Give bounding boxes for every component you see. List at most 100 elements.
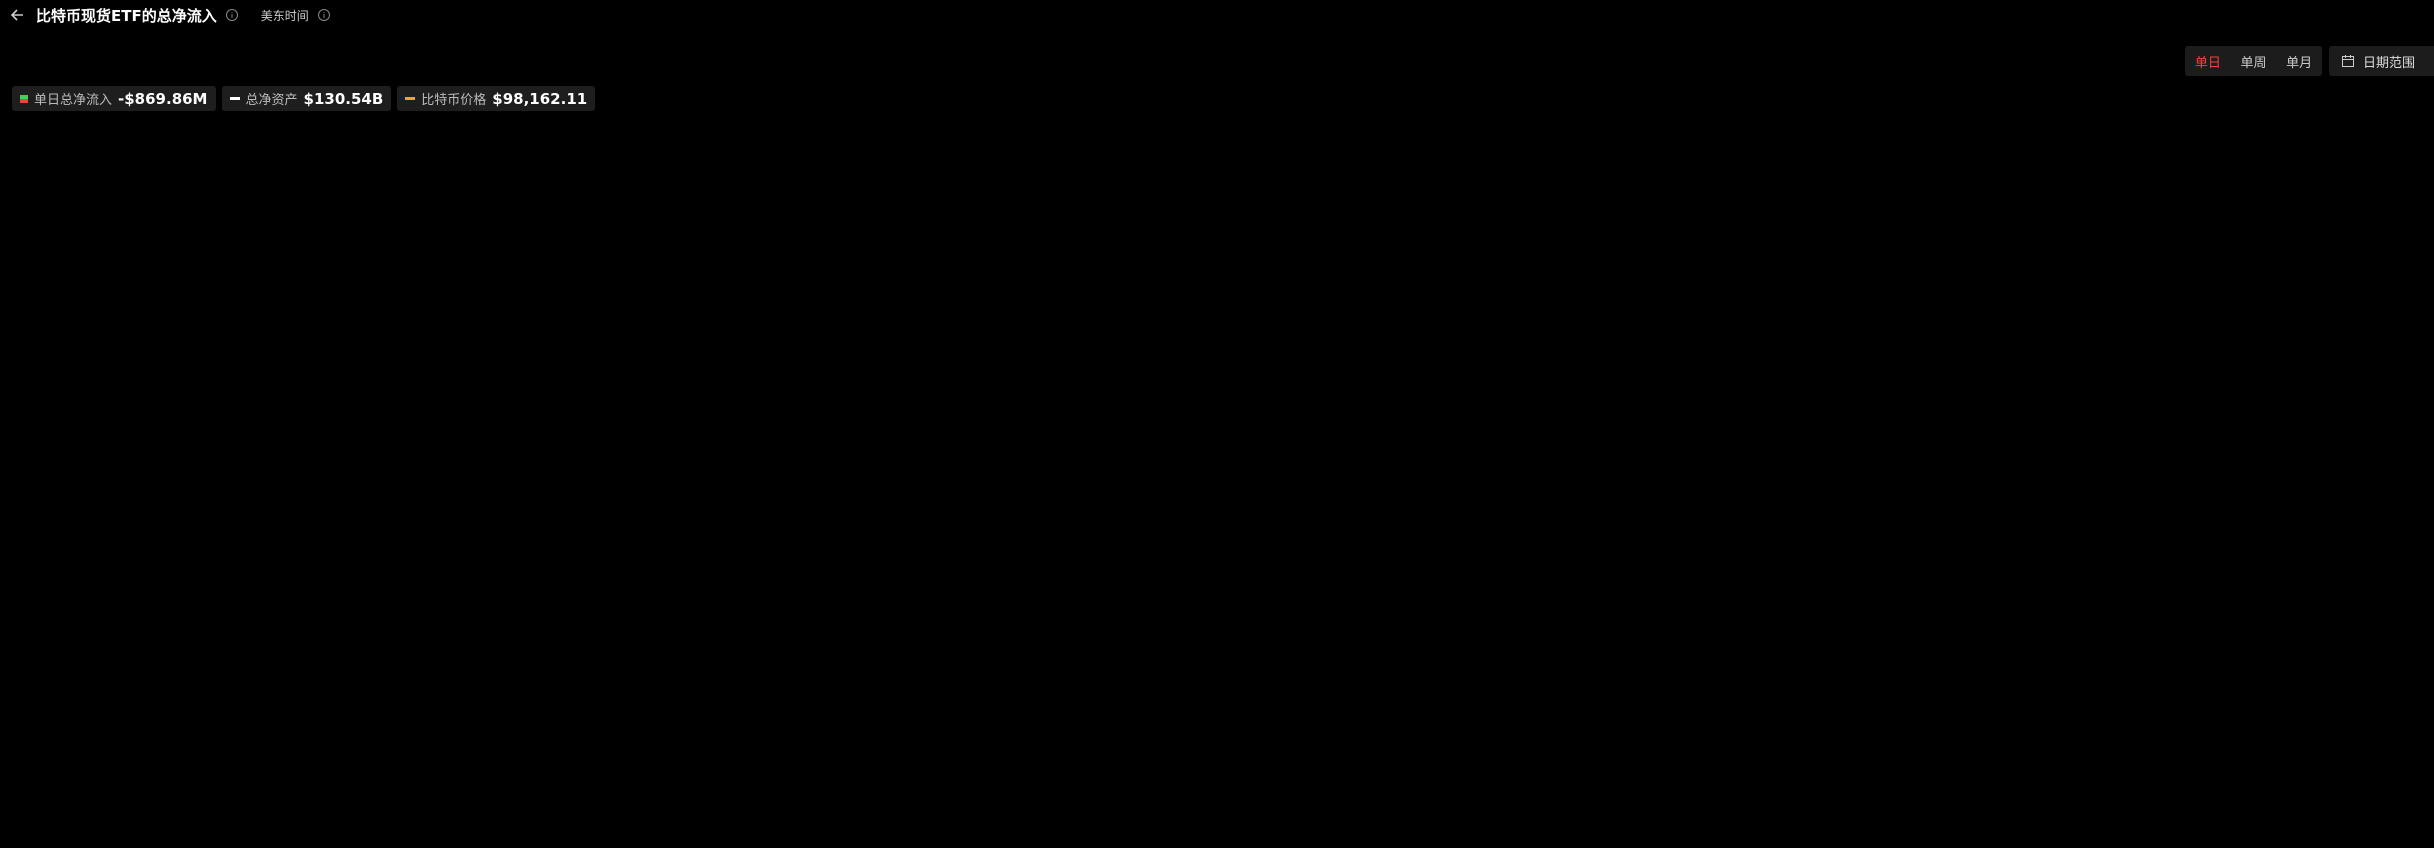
bar — [1679, 504, 1688, 539]
bar — [1283, 408, 1292, 505]
bar — [545, 495, 554, 505]
bar — [1999, 357, 2007, 505]
bar — [534, 481, 543, 505]
bar — [258, 504, 267, 518]
bar — [247, 504, 256, 543]
period-button[interactable]: 单日 — [2194, 55, 2221, 71]
bar — [798, 310, 807, 505]
bar — [501, 495, 510, 505]
bar — [313, 504, 322, 522]
bar — [1635, 485, 1644, 505]
y2-tick-label: 60B — [2380, 726, 2404, 740]
bar — [1580, 504, 1589, 548]
bar — [1062, 404, 1071, 505]
bar — [2109, 504, 2118, 571]
bar — [1833, 434, 1842, 505]
bar — [2087, 461, 2096, 505]
bar — [1073, 419, 1082, 505]
period-button[interactable]: 单周 — [2240, 55, 2267, 71]
bar — [2241, 504, 2250, 601]
x-tick-label: 2025/04/09 — [669, 830, 738, 844]
bar — [1371, 415, 1380, 505]
legend-value: -$869.86M — [118, 89, 208, 108]
bar — [941, 498, 950, 505]
bar — [1536, 489, 1545, 505]
bar — [1426, 334, 1435, 505]
bar — [1966, 504, 1974, 526]
y-tick-label: -1B — [53, 711, 73, 725]
watermark-brand: SoSoValue — [1131, 176, 1381, 225]
bar — [1206, 408, 1214, 505]
y2-tick-label: 40B — [2380, 817, 2404, 831]
y-tick-label: 1.5B — [46, 178, 73, 192]
line — [86, 231, 2368, 611]
bar — [655, 504, 664, 518]
date-range-button[interactable]: 日期范围 — [2329, 46, 2434, 76]
bar — [985, 451, 994, 505]
bar — [1194, 432, 1203, 505]
bar — [357, 504, 366, 748]
back-button[interactable] — [8, 5, 28, 25]
info-icon[interactable] — [225, 8, 239, 22]
bar — [1789, 436, 1798, 505]
bar — [1294, 419, 1303, 505]
bar — [1139, 504, 1148, 516]
bar — [1723, 504, 1732, 509]
bar — [335, 504, 344, 511]
watermark-url: sosovalue.com — [1133, 220, 1282, 244]
info-icon[interactable] — [317, 8, 331, 22]
legend-label: 总净资产 — [245, 93, 298, 108]
legend-item[interactable]: 比特币价格 $98,162.11 — [397, 86, 596, 111]
bar — [996, 366, 1005, 505]
period-button[interactable]: 单月 — [2286, 55, 2313, 71]
bar — [423, 504, 432, 535]
x-tick-label: 2025/07/24 — [1462, 830, 1531, 844]
bar — [1932, 461, 1941, 505]
bar — [512, 446, 521, 505]
y2-tick-label: 160B — [2380, 269, 2411, 283]
bar — [1811, 504, 1820, 552]
bar — [1360, 483, 1369, 505]
bar — [1051, 425, 1060, 505]
bar — [1844, 491, 1853, 505]
bar — [2043, 293, 2052, 505]
bar — [523, 461, 532, 505]
bar — [390, 504, 399, 518]
bar — [2131, 504, 2140, 531]
bar — [1977, 451, 1985, 505]
bar — [765, 500, 774, 505]
timezone: 美东时间 — [260, 8, 309, 23]
bar — [2120, 487, 2129, 505]
bar — [192, 504, 201, 554]
y-tick-label: -500M — [35, 604, 73, 618]
bar — [1481, 504, 1490, 518]
bar — [809, 410, 818, 505]
bar — [930, 481, 939, 505]
legend: 单日总净流入 -$869.86M 总净资产 $130.54B 比特币价格 $98,162.… — [12, 86, 596, 111]
bar — [269, 504, 278, 556]
bar — [1095, 504, 1104, 560]
legend-item[interactable]: 总净资产 $130.54B — [221, 86, 392, 111]
bar — [1316, 504, 1325, 577]
bar — [1415, 372, 1424, 505]
bar — [897, 504, 906, 522]
bar — [2340, 393, 2349, 505]
bar — [1745, 485, 1754, 505]
bar — [2032, 408, 2041, 505]
bar — [2296, 504, 2305, 537]
title: 比特币现货ETF的总净流入 — [36, 6, 217, 25]
bar — [468, 504, 476, 584]
legend-item[interactable]: 单日总净流入 -$869.86M — [12, 86, 216, 111]
bar — [2098, 504, 2107, 509]
bar — [170, 378, 179, 505]
bar — [1734, 457, 1743, 505]
bar — [1701, 504, 1710, 580]
bar — [1888, 449, 1897, 505]
x-tick-label: 2025/03/28 — [581, 830, 650, 844]
bar — [214, 491, 223, 505]
bar — [611, 504, 620, 524]
bar — [2164, 504, 2173, 514]
